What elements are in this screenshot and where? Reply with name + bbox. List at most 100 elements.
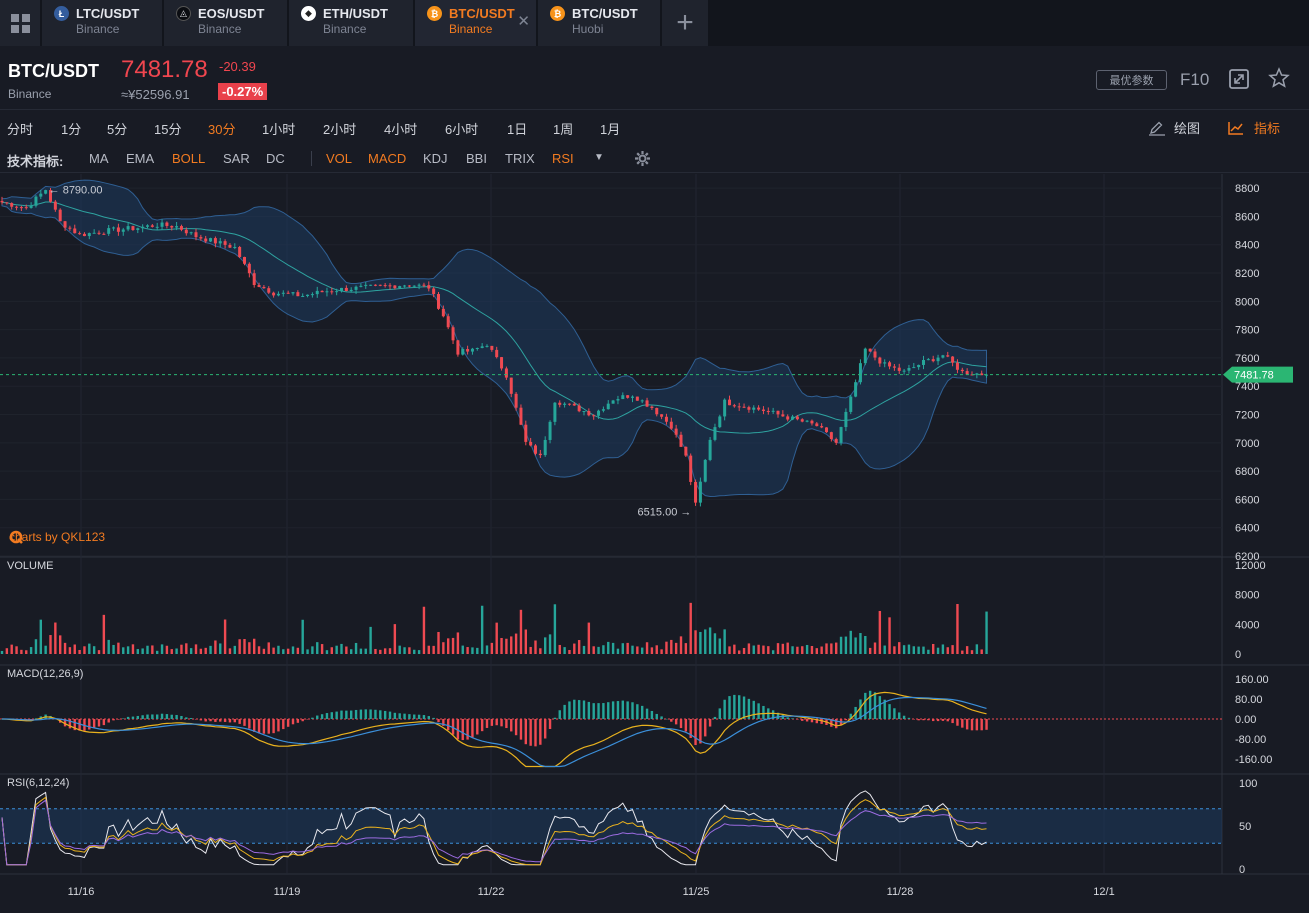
candle-body	[131, 226, 135, 230]
interval-1h[interactable]: 1小时	[262, 122, 296, 137]
candle	[742, 403, 746, 409]
tab-pair: BTC/USDT	[449, 6, 515, 21]
best-params-button[interactable]: 最优参数	[1096, 70, 1167, 90]
macd-histogram-bar	[238, 719, 241, 724]
candle-body	[243, 256, 246, 264]
volume-bar	[291, 646, 295, 654]
interval-6h[interactable]: 6小时	[445, 122, 479, 137]
macd-tick-label: 80.00	[1235, 694, 1263, 706]
candle	[645, 397, 649, 408]
candle	[689, 453, 693, 486]
candle-body	[888, 362, 892, 367]
tab-btc-usdt-huobi[interactable]: ₿ BTC/USDT Huobi	[538, 0, 660, 46]
macd-histogram-bar	[316, 715, 319, 719]
macd-histogram-bar	[815, 719, 818, 724]
indicator-bbi[interactable]: BBI	[466, 151, 487, 166]
add-tab-button[interactable]: +	[662, 0, 708, 46]
volume-bar	[432, 645, 435, 654]
volume-bar	[141, 648, 144, 654]
grid-menu-button[interactable]	[0, 0, 40, 46]
candle-body	[689, 455, 693, 482]
volume-bar	[253, 638, 256, 654]
candle-body	[233, 246, 237, 248]
volume-bar	[272, 647, 275, 654]
chart-canvas[interactable]: 8800 8600 8400 8200 8000 7800 7600 7400 7200 7000…	[0, 174, 1309, 913]
candle	[58, 208, 62, 222]
indicator-ema[interactable]: EMA	[126, 151, 155, 166]
tab-eos-usdt[interactable]: ◬ EOS/USDT Binance	[164, 0, 287, 46]
macd-histogram-bar	[917, 719, 920, 721]
volume-bar	[859, 633, 862, 654]
candle	[213, 236, 217, 248]
volume-bar	[796, 646, 799, 654]
volume-bar	[194, 644, 198, 654]
grid-icon	[10, 13, 30, 33]
star-icon[interactable]	[1268, 67, 1290, 89]
volume-bar	[92, 646, 96, 654]
macd-histogram-bar	[670, 719, 673, 722]
candle	[475, 347, 479, 351]
interval-1w[interactable]: 1周	[553, 122, 574, 137]
interval-2h[interactable]: 2小时	[323, 122, 357, 137]
candle-body	[781, 414, 785, 417]
macd-histogram-bar	[282, 719, 285, 730]
candle-body	[267, 288, 271, 293]
draw-label: 绘图	[1174, 121, 1201, 136]
fullscreen-icon[interactable]	[1228, 68, 1250, 90]
indicator-rsi[interactable]: RSI	[552, 151, 574, 166]
candle-body	[941, 355, 945, 358]
tab-ltc-usdt[interactable]: Ł LTC/USDT Binance	[42, 0, 162, 46]
indicator-ma[interactable]: MA	[89, 151, 109, 166]
interval-4h[interactable]: 4小时	[384, 122, 418, 137]
close-icon[interactable]: ✕	[517, 13, 530, 30]
interval-1d[interactable]: 1日	[507, 122, 528, 137]
volume-bar	[970, 650, 974, 654]
candle	[941, 354, 945, 359]
candle-body	[951, 356, 955, 363]
interval-30m[interactable]: 30分	[208, 122, 236, 137]
candle-body	[558, 402, 562, 405]
macd-dea-line	[2, 696, 987, 768]
interval-15m[interactable]: 15分	[154, 122, 182, 137]
more-indicators-dropdown[interactable]: ▼	[594, 152, 604, 163]
candle-body	[34, 196, 38, 206]
candle	[582, 410, 586, 416]
macd-histogram-bar	[262, 719, 266, 734]
volume-bar	[471, 647, 474, 654]
candle-body	[922, 360, 925, 365]
interval-1mo[interactable]: 1月	[600, 122, 621, 137]
indicator-button[interactable]: 指标	[1228, 118, 1280, 137]
volume-bar	[980, 649, 983, 654]
tab-btc-usdt-binance[interactable]: ₿ BTC/USDT Binance ✕	[415, 0, 536, 46]
candle-body	[529, 441, 533, 446]
candle	[378, 284, 382, 287]
volume-bar	[437, 631, 440, 654]
volume-bar	[742, 647, 746, 654]
price-tick-label: 7400	[1235, 381, 1259, 393]
interval-1m[interactable]: 1分	[61, 122, 82, 137]
macd-histogram-bar	[301, 719, 304, 722]
candle-body	[407, 285, 411, 287]
indicator-boll[interactable]: BOLL	[172, 151, 206, 166]
indicator-dc[interactable]: DC	[266, 151, 285, 166]
chart-area[interactable]: 8800 8600 8400 8200 8000 7800 7600 7400 7200 7000…	[0, 174, 1309, 913]
interval-fenshi[interactable]: 分时	[7, 122, 34, 137]
draw-button[interactable]: 绘图	[1148, 118, 1200, 137]
candle-body	[92, 232, 96, 234]
indicator-kdj[interactable]: KDJ	[423, 151, 448, 166]
indicator-vol[interactable]: VOL	[326, 151, 353, 166]
candle	[68, 225, 72, 231]
date-tick-label: 11/16	[68, 886, 95, 898]
volume-bar	[306, 649, 309, 654]
interval-5m[interactable]: 5分	[107, 122, 128, 137]
candle	[519, 404, 523, 426]
candle	[781, 410, 785, 417]
candle-body	[291, 292, 295, 294]
tab-eth-usdt[interactable]: ◆ ETH/USDT Binance	[289, 0, 413, 46]
gear-icon[interactable]	[634, 150, 651, 167]
volume-bar	[660, 649, 663, 654]
indicator-trix[interactable]: TRIX	[505, 151, 535, 166]
indicator-sar[interactable]: SAR	[223, 151, 250, 166]
f10-button[interactable]: F10	[1180, 70, 1210, 89]
indicator-macd[interactable]: MACD	[368, 151, 407, 166]
